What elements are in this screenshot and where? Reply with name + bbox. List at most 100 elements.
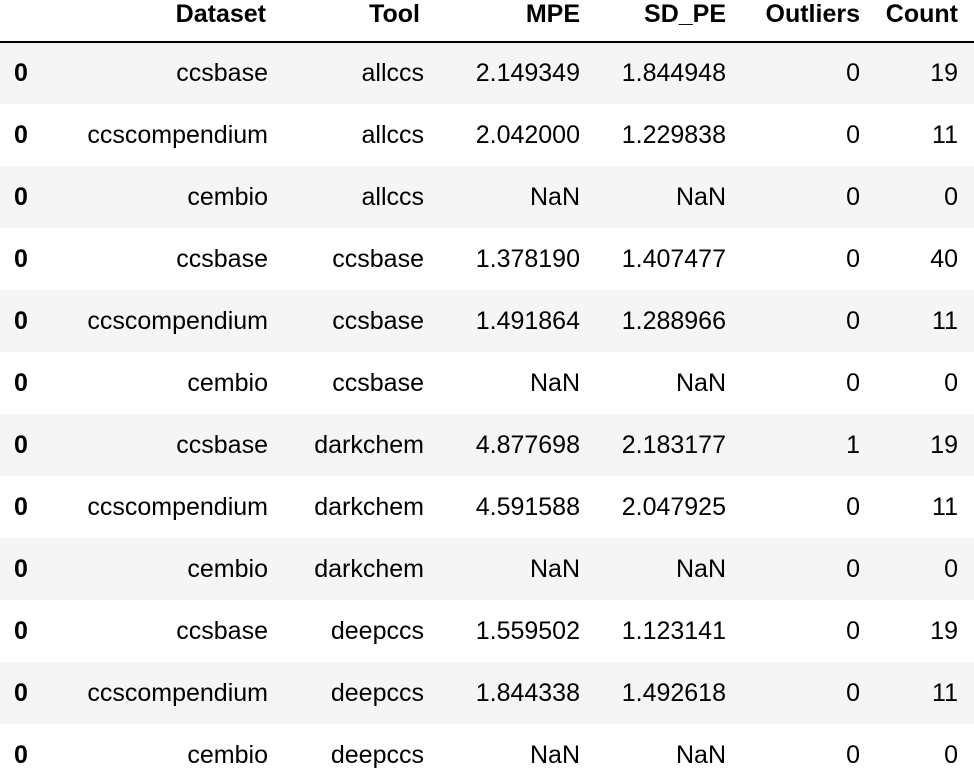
index-header	[0, 0, 46, 43]
table-row: 0 ccsbase ccsbase 1.378190 1.407477 0 40	[0, 228, 974, 290]
mpe-cell: NaN	[529, 740, 580, 769]
tool-cell: allccs	[361, 120, 424, 149]
mpe-cell: NaN	[529, 554, 580, 583]
table-row: 0 cembio allccs NaN NaN 0 0	[0, 166, 974, 228]
table-body: 0 ccsbase allccs 2.149349 1.844948 0 19 0 ccscom…	[0, 42, 974, 773]
table-row: 0 cembio darkchem NaN NaN 0 0	[0, 538, 974, 600]
dataset-cell: ccscompendium	[87, 306, 268, 335]
sd-pe-cell: NaN	[675, 740, 726, 769]
tool-cell: ccsbase	[332, 244, 424, 273]
count-cell: 11	[932, 678, 958, 707]
table-row: 0 ccscompendium allccs 2.042000 1.229838 0 11	[0, 104, 974, 166]
row-index: 0	[14, 554, 28, 583]
dataset-cell: cembio	[187, 182, 268, 211]
row-index: 0	[14, 678, 28, 707]
count-cell: 19	[930, 616, 958, 645]
tool-cell: deepccs	[330, 678, 424, 707]
count-header: Count	[860, 0, 974, 43]
sd-pe-cell: 2.183177	[621, 430, 726, 459]
dataset-cell: ccsbase	[176, 616, 268, 645]
count-cell: 19	[930, 59, 958, 87]
outliers-cell: 0	[846, 59, 860, 87]
mpe-cell: NaN	[529, 182, 580, 211]
table-row: 0 ccscompendium darkchem 4.591588 2.047925 0 1…	[0, 476, 974, 538]
outliers-cell: 0	[846, 678, 860, 707]
sd-pe-cell: NaN	[675, 554, 726, 583]
tool-cell: darkchem	[314, 492, 424, 521]
row-index: 0	[14, 430, 28, 459]
count-cell: 0	[944, 740, 958, 769]
tool-cell: ccsbase	[332, 368, 424, 397]
dataset-cell: cembio	[187, 554, 268, 583]
row-index: 0	[14, 182, 28, 211]
sd-pe-cell: 1.229838	[621, 120, 726, 149]
count-cell: 11	[932, 306, 958, 335]
outliers-cell: 1	[846, 430, 860, 459]
table-row: 0 ccsbase deepccs 1.559502 1.123141 0 19	[0, 600, 974, 662]
tool-header: Tool	[280, 0, 434, 43]
outliers-cell: 0	[846, 616, 860, 645]
mpe-header: MPE	[434, 0, 580, 43]
count-cell: 19	[930, 430, 958, 459]
count-cell: 0	[944, 182, 958, 211]
count-cell: 11	[932, 492, 958, 521]
dataset-cell: ccscompendium	[87, 120, 268, 149]
dataset-cell: ccsbase	[176, 430, 268, 459]
sd-pe-cell: 1.123141	[621, 616, 726, 645]
dataset-header: Dataset	[46, 0, 280, 43]
outliers-header: Outliers	[726, 0, 860, 43]
sd-pe-header: SD_PE	[580, 0, 726, 43]
tool-cell: deepccs	[330, 740, 424, 769]
outliers-cell: 0	[846, 120, 860, 149]
mpe-cell: 1.491864	[475, 306, 580, 335]
table-header: Dataset Tool MPE SD_PE Outliers Count	[0, 0, 974, 43]
sd-pe-cell: 1.407477	[621, 244, 726, 273]
dataset-cell: ccscompendium	[87, 678, 268, 707]
tool-cell: deepccs	[330, 616, 424, 645]
outliers-cell: 0	[846, 306, 860, 335]
row-index: 0	[14, 740, 28, 769]
sd-pe-cell: NaN	[675, 368, 726, 397]
header-row: Dataset Tool MPE SD_PE Outliers Count	[0, 0, 974, 43]
row-index: 0	[14, 616, 28, 645]
count-cell: 0	[944, 554, 958, 583]
tool-cell: allccs	[361, 59, 424, 87]
mpe-cell: 4.877698	[475, 430, 580, 459]
outliers-cell: 0	[846, 368, 860, 397]
row-index: 0	[14, 306, 28, 335]
row-index: 0	[14, 368, 28, 397]
mpe-cell: 1.378190	[475, 244, 580, 273]
mpe-cell: 1.559502	[475, 616, 580, 645]
mpe-cell: 1.844338	[475, 678, 580, 707]
sd-pe-cell: 1.844948	[621, 59, 726, 87]
outliers-cell: 0	[846, 740, 860, 769]
table-row: 0 ccscompendium deepccs 1.844338 1.492618 0 11	[0, 662, 974, 724]
mpe-cell: 2.149349	[475, 59, 580, 87]
outliers-cell: 0	[846, 492, 860, 521]
sd-pe-cell: 1.288966	[621, 306, 726, 335]
tool-cell: darkchem	[314, 554, 424, 583]
outliers-cell: 0	[846, 554, 860, 583]
dataset-cell: ccscompendium	[87, 492, 268, 521]
dataset-cell: ccsbase	[176, 59, 268, 87]
sd-pe-cell: 2.047925	[621, 492, 726, 521]
table-row: 0 ccscompendium ccsbase 1.491864 1.288966 0 11	[0, 290, 974, 352]
mpe-cell: NaN	[529, 368, 580, 397]
count-cell: 40	[930, 244, 958, 273]
tool-cell: ccsbase	[332, 306, 424, 335]
mpe-cell: 4.591588	[475, 492, 580, 521]
dataset-cell: cembio	[187, 368, 268, 397]
table-row: 0 cembio ccsbase NaN NaN 0 0	[0, 352, 974, 414]
count-cell: 11	[932, 120, 958, 149]
outliers-cell: 0	[846, 182, 860, 211]
row-index: 0	[14, 120, 28, 149]
tool-cell: darkchem	[314, 430, 424, 459]
sd-pe-cell: NaN	[675, 182, 726, 211]
mpe-cell: 2.042000	[475, 120, 580, 149]
tool-cell: allccs	[361, 182, 424, 211]
table-row: 0 cembio deepccs NaN NaN 0 0	[0, 724, 974, 773]
outliers-cell: 0	[846, 244, 860, 273]
count-cell: 0	[944, 368, 958, 397]
table-row: 0 ccsbase darkchem 4.877698 2.183177 1 19	[0, 414, 974, 476]
